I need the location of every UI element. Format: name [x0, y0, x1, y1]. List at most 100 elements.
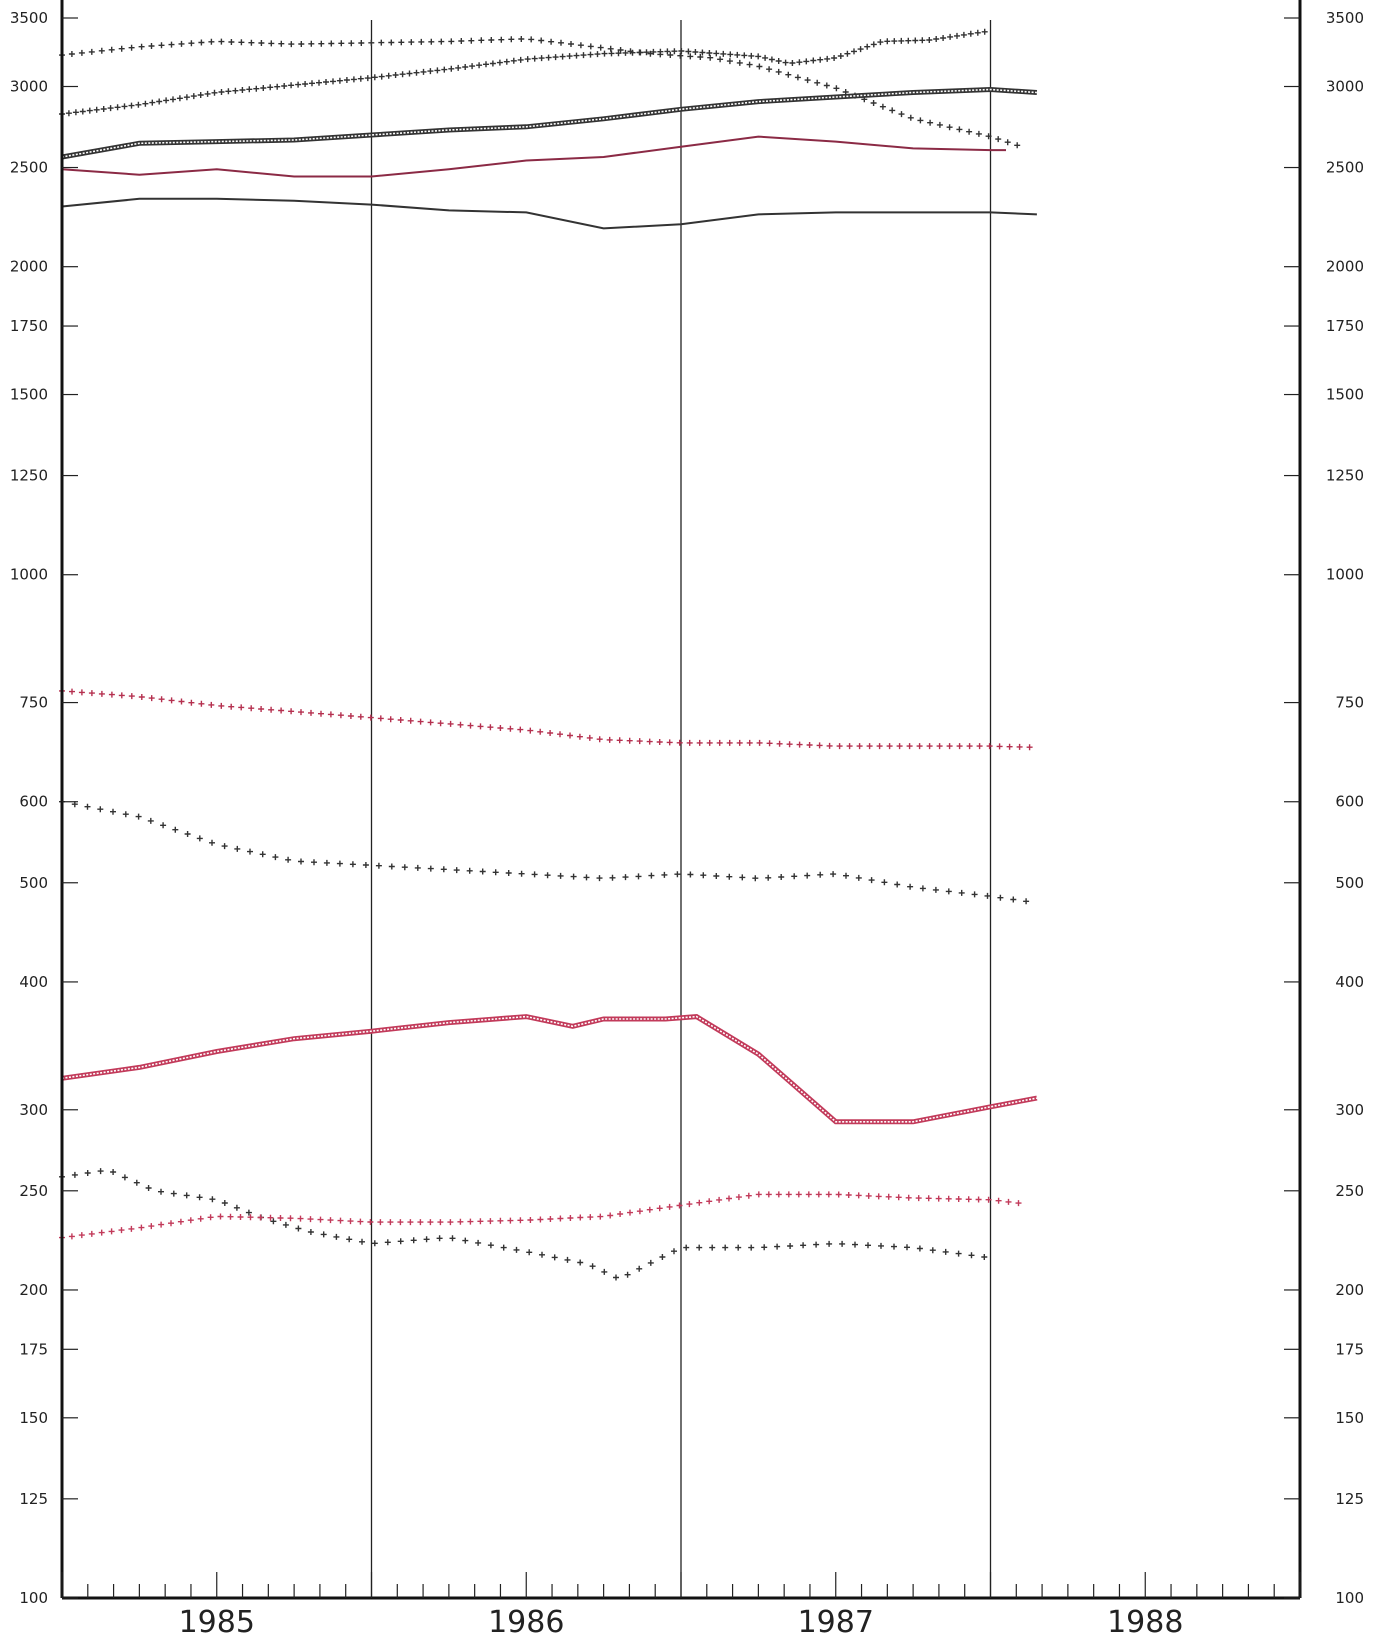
series-marker [756, 63, 763, 70]
series-marker [778, 874, 785, 880]
series-marker [917, 117, 924, 124]
series-marker [817, 871, 824, 878]
series-marker [128, 102, 135, 109]
series-marker [985, 1196, 992, 1203]
series-marker [121, 103, 128, 110]
series-marker [417, 1219, 424, 1226]
series-marker [207, 1214, 214, 1221]
series-marker [567, 732, 573, 739]
series-marker [168, 1220, 174, 1227]
series-line [61, 197, 1037, 230]
series-marker [247, 848, 253, 855]
series-marker [357, 1218, 364, 1225]
series-marker [138, 1224, 145, 1231]
series-marker [947, 33, 954, 40]
series-marker [855, 1192, 862, 1199]
series-marker [587, 43, 594, 50]
series-marker [765, 1191, 772, 1198]
series-marker [609, 874, 616, 881]
series-marker [336, 860, 343, 867]
series-marker [898, 111, 905, 118]
series-marker [775, 58, 782, 64]
series-marker [138, 694, 145, 700]
series-marker [272, 854, 279, 861]
series-marker [837, 53, 844, 59]
series-marker [427, 1219, 434, 1226]
series-marker [846, 743, 853, 750]
series-marker [608, 50, 615, 57]
series-marker [457, 721, 464, 728]
series-marker [88, 1230, 95, 1237]
series-marker [401, 864, 408, 871]
series-marker [1014, 142, 1021, 149]
series-marker [158, 1221, 165, 1228]
series-marker [110, 1169, 117, 1175]
series-marker [559, 53, 566, 60]
series-marker [594, 51, 601, 58]
series-marker [307, 1216, 314, 1223]
series-marker [133, 1179, 140, 1186]
series-marker [656, 1205, 663, 1212]
plot-area: 100 100 125 125 150 150 175 175 200 200 250 250 300 3… [10, 0, 1364, 1638]
series-marker [666, 1203, 673, 1210]
series-marker [221, 843, 228, 850]
series-marker [158, 1188, 164, 1195]
series-marker [188, 40, 195, 47]
series-marker [377, 715, 384, 722]
series-marker [726, 739, 733, 746]
y-tick-label-left: 250 [19, 1182, 48, 1200]
series-marker [198, 700, 205, 707]
series-marker [678, 48, 685, 54]
series-marker [176, 95, 183, 102]
series-marker [98, 47, 105, 54]
series-marker [297, 1215, 304, 1222]
series-marker [674, 871, 681, 878]
series-marker [547, 730, 554, 736]
series-marker [347, 1218, 354, 1225]
series-marker [845, 1192, 852, 1198]
series-marker [517, 56, 524, 63]
series-marker [696, 1244, 703, 1251]
series-marker [739, 874, 746, 881]
series-marker [93, 106, 100, 113]
series-marker [357, 713, 364, 720]
series-marker [1026, 744, 1033, 751]
series-marker [414, 864, 421, 871]
series-marker [197, 1215, 204, 1222]
series-marker [287, 1215, 294, 1222]
series-marker [234, 845, 241, 852]
series-marker [388, 39, 395, 46]
series-marker [615, 50, 622, 57]
x-year-label: 1986 [488, 1605, 564, 1638]
series-marker [765, 874, 772, 881]
series-marker [84, 1170, 91, 1176]
series-marker [727, 51, 734, 58]
series-marker [843, 872, 849, 879]
series-marker [666, 739, 673, 746]
series-marker [477, 1218, 484, 1225]
series-marker [277, 1215, 284, 1221]
series-marker [831, 55, 838, 61]
series-marker [761, 1244, 768, 1251]
y-tick-label-left: 500 [19, 874, 48, 892]
series-marker [362, 862, 369, 868]
series-marker [648, 872, 655, 879]
y-tick-label-right: 2500 [1326, 159, 1364, 177]
series-marker [285, 856, 292, 863]
y-tick-label-right: 300 [1335, 1101, 1364, 1119]
series-marker [378, 73, 385, 80]
series-marker [476, 62, 483, 69]
series-marker [79, 108, 86, 115]
series-marker [825, 1191, 832, 1198]
x-year-label: 1985 [179, 1605, 255, 1638]
series-marker [646, 738, 653, 745]
series-marker [531, 55, 538, 62]
series-marker [545, 54, 552, 61]
series-marker [237, 1214, 244, 1220]
series-marker [597, 1213, 604, 1220]
series-marker [183, 94, 190, 101]
series-6 [59, 687, 1033, 751]
series-marker [288, 708, 295, 715]
series-marker [748, 52, 755, 59]
